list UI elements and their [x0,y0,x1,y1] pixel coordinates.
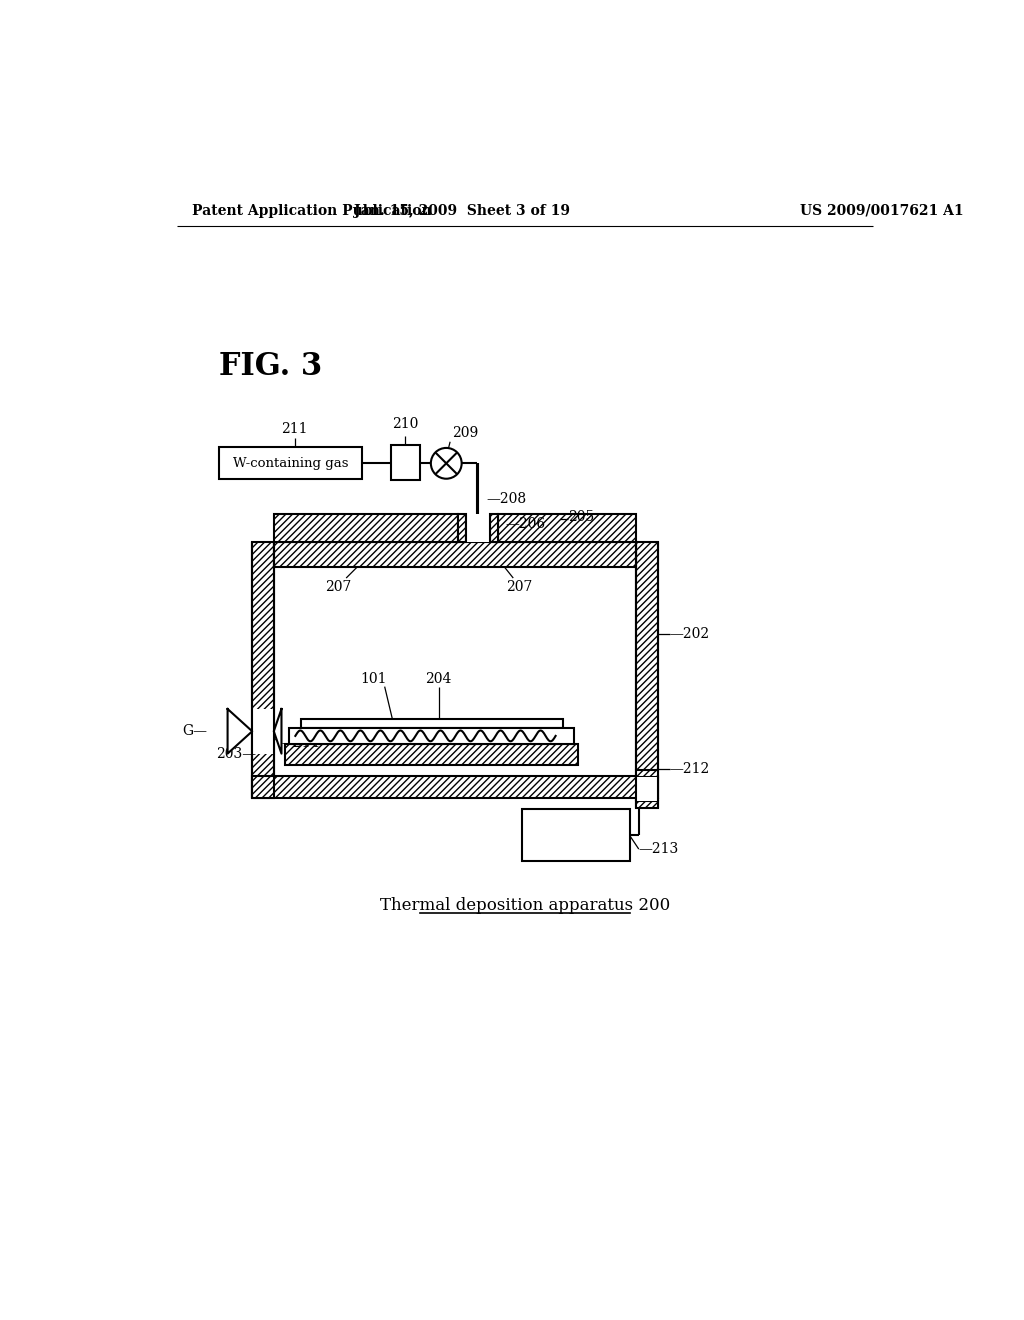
Text: 205: 205 [568,511,594,524]
Bar [637,770,658,777]
Bar [273,515,458,543]
Text: 207: 207 [326,581,351,594]
Text: mechanism: mechanism [534,837,617,851]
Bar [466,515,490,543]
Bar [637,800,658,808]
Text: —206: —206 [506,517,546,531]
Text: 203—: 203— [216,747,256,762]
Bar [252,709,273,754]
Text: Jan. 15, 2009  Sheet 3 of 19: Jan. 15, 2009 Sheet 3 of 19 [353,203,569,218]
Bar [391,445,420,480]
Text: —213: —213 [639,842,679,857]
Text: US 2009/0017621 A1: US 2009/0017621 A1 [801,203,964,218]
Bar [273,543,637,566]
Text: FIG. 3: FIG. 3 [219,351,323,381]
Text: —202: —202 [670,627,710,642]
Text: 101: 101 [359,672,386,686]
Bar [637,777,658,800]
Bar [637,770,658,808]
Bar [252,543,273,797]
Text: 210: 210 [392,417,419,430]
Bar [252,776,658,797]
Text: 209: 209 [453,426,478,441]
Bar [273,566,637,776]
Bar [289,729,574,743]
Text: 207: 207 [506,581,532,594]
Bar [637,543,658,797]
Bar [521,809,630,862]
Polygon shape [227,709,252,754]
Text: Thermal deposition apparatus 200: Thermal deposition apparatus 200 [380,896,670,913]
Text: 211: 211 [282,421,308,436]
Bar [458,515,466,543]
Bar [498,515,637,543]
Bar [301,719,562,729]
Text: G—: G— [182,725,208,738]
Text: Exhaust: Exhaust [546,821,605,834]
Bar [490,515,498,543]
Text: —214: —214 [280,735,319,750]
Text: —208: —208 [486,492,526,506]
Text: Patent Application Publication: Patent Application Publication [193,203,432,218]
Bar [286,743,578,766]
Bar [219,447,361,479]
Polygon shape [273,709,282,754]
Text: —212: —212 [670,762,710,776]
Text: 204: 204 [425,672,452,686]
Text: W-containing gas: W-containing gas [232,457,348,470]
